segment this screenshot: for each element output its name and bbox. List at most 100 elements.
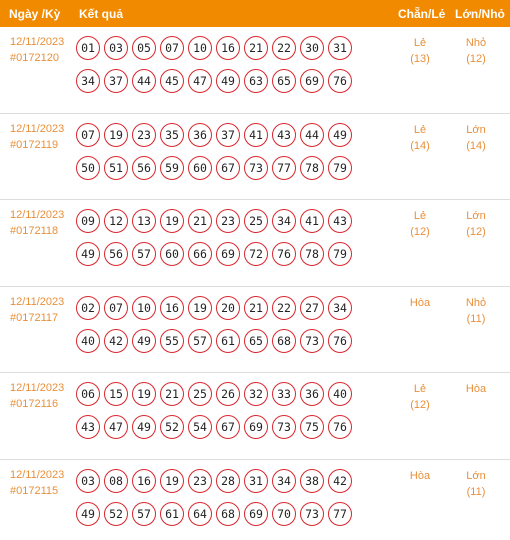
number-ball: 61 xyxy=(160,501,184,526)
draw-date: 12/11/2023 xyxy=(10,122,65,135)
ball-line: 02 07 10 16 19 20 21 22 27 34 xyxy=(76,293,366,323)
number-ball: 78 xyxy=(300,242,324,266)
number-ball: 41 xyxy=(244,122,268,147)
draw-date-cell: 12/11/2023 #0172118 xyxy=(10,207,64,239)
number-ball: 32 xyxy=(244,382,268,406)
number-ball: 77 xyxy=(328,501,352,526)
number-ball: 51 xyxy=(104,155,128,180)
ball-line: 49 56 57 60 66 69 72 76 78 79 xyxy=(76,239,366,269)
table-row: 12/11/2023 #0172118 09 12 13 19 21 23 25 34 41 43 49… xyxy=(0,200,510,287)
lonnho-cell: Lớn (14) xyxy=(451,122,501,154)
ball-line: 03 08 16 19 23 28 31 34 38 42 xyxy=(76,466,366,496)
ball-line: 43 47 49 52 54 67 69 73 75 76 xyxy=(76,412,366,442)
number-ball: 69 xyxy=(244,415,268,439)
number-ball: 23 xyxy=(188,468,212,493)
ball-line: 49 52 57 61 64 68 69 70 73 77 xyxy=(76,499,366,529)
number-ball: 67 xyxy=(216,155,240,180)
ball-line: 50 51 56 59 60 67 73 77 78 79 xyxy=(76,153,366,183)
number-ball: 78 xyxy=(300,155,324,180)
draw-id: #0172117 xyxy=(10,311,59,324)
draw-id: #0172118 xyxy=(10,225,59,237)
number-ball: 34 xyxy=(76,69,100,93)
number-ball: 76 xyxy=(328,328,352,353)
draw-date-cell: 12/11/2023 #0172116 xyxy=(10,380,64,412)
number-ball: 10 xyxy=(132,295,156,320)
chanle-cell: Lẻ (12) xyxy=(395,381,445,413)
number-ball: 57 xyxy=(188,328,212,353)
number-ball: 60 xyxy=(160,242,184,266)
number-ball: 77 xyxy=(272,155,296,180)
number-ball: 34 xyxy=(272,468,296,493)
table-row: 12/11/2023 #0172119 07 19 23 35 36 37 41 43 44 49 50… xyxy=(0,114,510,200)
chanle-cell: Hòa xyxy=(395,295,445,311)
chanle-result: Lẻ xyxy=(413,383,427,395)
result-balls: 09 12 13 19 21 23 25 34 41 43 49 56 57 60 66 69 72 76 78 79 xyxy=(76,206,366,272)
number-ball: 30 xyxy=(300,36,324,60)
lonnho-count: (11) xyxy=(466,312,486,325)
lonnho-result: Nhỏ xyxy=(465,296,487,309)
number-ball: 38 xyxy=(300,468,324,493)
number-ball: 60 xyxy=(188,155,212,180)
draw-date: 12/11/2023 xyxy=(10,382,65,394)
draw-id: #0172120 xyxy=(10,52,59,64)
number-ball: 01 xyxy=(76,36,100,60)
number-ball: 73 xyxy=(244,155,268,180)
number-ball: 79 xyxy=(328,155,352,180)
number-ball: 65 xyxy=(272,69,296,93)
result-balls: 01 03 05 07 10 16 21 22 30 31 34 37 44 45 47 49 63 65 69 76 xyxy=(76,33,366,99)
number-ball: 69 xyxy=(300,69,324,93)
number-ball: 49 xyxy=(76,501,100,526)
lonnho-result: Nhỏ xyxy=(465,37,487,49)
lonnho-count: (11) xyxy=(466,485,486,498)
ball-line: 01 03 05 07 10 16 21 22 30 31 xyxy=(76,33,366,63)
number-ball: 42 xyxy=(104,328,128,353)
number-ball: 67 xyxy=(216,415,240,439)
number-ball: 28 xyxy=(216,468,240,493)
number-ball: 25 xyxy=(244,209,268,233)
number-ball: 37 xyxy=(216,122,240,147)
number-ball: 31 xyxy=(244,468,268,493)
number-ball: 07 xyxy=(104,295,128,320)
lonnho-cell: Hòa xyxy=(451,381,501,397)
ball-line: 09 12 13 19 21 23 25 34 41 43 xyxy=(76,206,366,236)
number-ball: 57 xyxy=(132,501,156,526)
result-balls: 06 15 19 21 25 26 32 33 36 40 43 47 49 52 54 67 69 73 75 76 xyxy=(76,379,366,445)
table-row: 12/11/2023 #0172116 06 15 19 21 25 26 32 33 36 40 43… xyxy=(0,373,510,460)
number-ball: 36 xyxy=(300,382,324,406)
number-ball: 19 xyxy=(104,122,128,147)
number-ball: 22 xyxy=(272,295,296,320)
number-ball: 76 xyxy=(328,69,352,93)
draw-date-cell: 12/11/2023 #0172120 xyxy=(10,34,64,66)
chanle-result: Lẻ xyxy=(413,37,427,49)
result-balls: 02 07 10 16 19 20 21 22 27 34 40 42 49 55 57 61 65 68 73 76 xyxy=(76,293,366,359)
number-ball: 43 xyxy=(272,122,296,147)
number-ball: 44 xyxy=(132,69,156,93)
number-ball: 23 xyxy=(132,122,156,147)
number-ball: 47 xyxy=(104,415,128,439)
table-row: 12/11/2023 #0172115 03 08 16 19 23 28 31 34 38 42 49… xyxy=(0,460,510,540)
number-ball: 43 xyxy=(76,415,100,439)
number-ball: 47 xyxy=(188,69,212,93)
header-chanle: Chẵn/Lẻ xyxy=(398,7,446,21)
number-ball: 06 xyxy=(76,382,100,406)
number-ball: 75 xyxy=(300,415,324,439)
number-ball: 19 xyxy=(160,468,184,493)
lonnho-cell: Nhỏ (12) xyxy=(451,35,501,67)
number-ball: 19 xyxy=(160,209,184,233)
number-ball: 49 xyxy=(132,415,156,439)
number-ball: 55 xyxy=(160,328,184,353)
number-ball: 35 xyxy=(160,122,184,147)
lonnho-count: (14) xyxy=(466,139,486,152)
number-ball: 21 xyxy=(244,36,268,60)
number-ball: 42 xyxy=(328,468,352,493)
draw-date: 12/11/2023 xyxy=(10,36,65,48)
ball-line: 34 37 44 45 47 49 63 65 69 76 xyxy=(76,66,366,96)
number-ball: 59 xyxy=(160,155,184,180)
chanle-count: (12) xyxy=(410,399,430,411)
number-ball: 15 xyxy=(104,382,128,406)
number-ball: 34 xyxy=(272,209,296,233)
number-ball: 33 xyxy=(272,382,296,406)
header-date: Ngày /Kỳ xyxy=(9,7,61,21)
draw-id: #0172115 xyxy=(10,484,59,497)
number-ball: 05 xyxy=(132,36,156,60)
